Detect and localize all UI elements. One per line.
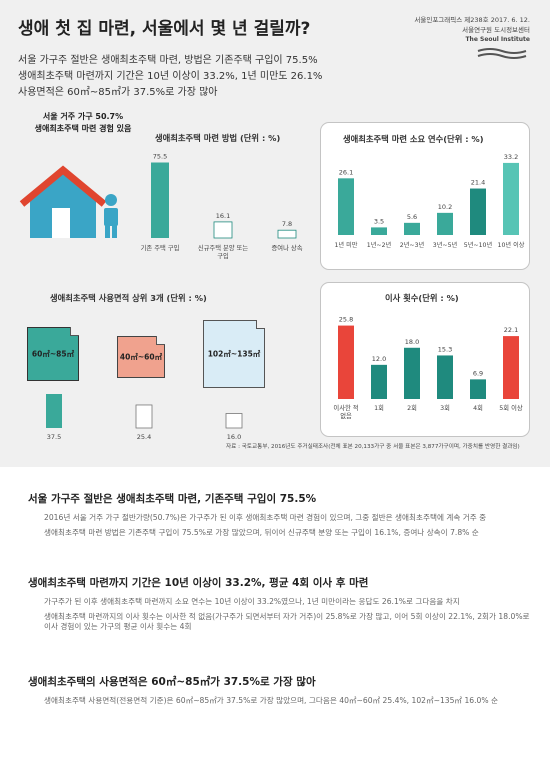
moves-category-label: 1회 bbox=[374, 404, 384, 412]
area-value-label: 37.5 bbox=[47, 433, 61, 441]
summary-paragraph: 가구주가 된 이후 생애최초주택 마련까지 소요 연수는 10년 이상이 33.… bbox=[44, 597, 460, 606]
moves-value-label: 12.0 bbox=[372, 355, 386, 363]
area-bar bbox=[225, 413, 243, 429]
moves-chart-title: 이사 횟수(단위 : %) bbox=[385, 293, 459, 303]
years-chart-panel: 생애최초주택 마련 소요 연수(단위 : %) 26.1 1년 미만 3.5 1년~2… bbox=[320, 122, 530, 270]
subtitle-line: 생애최초주택 마련까지 기간은 10년 이상이 33.2%, 1년 미만도 26… bbox=[18, 71, 323, 82]
moves-value-label: 22.1 bbox=[504, 326, 518, 334]
years-category-label: 2년~3년 bbox=[400, 241, 425, 249]
moves-bar bbox=[437, 355, 453, 399]
org-name: 서울연구원 도시정보센터 bbox=[462, 26, 530, 34]
moves-chart-panel: 이사 횟수(단위 : %) 25.8 이사한 적 없음 12.0 1회 18.0 2회 15.… bbox=[320, 282, 530, 437]
source-note: 자료 : 국토교통부, 2016년도 주거실태조사(전체 표본 20,133가구… bbox=[226, 444, 520, 450]
method-value-label: 16.1 bbox=[216, 212, 230, 220]
house-note: 서울 거주 가구 50.7% 생애최초주택 마련 경험 있음 bbox=[18, 111, 148, 135]
years-value-label: 21.4 bbox=[471, 179, 485, 187]
area-bar bbox=[46, 394, 62, 428]
moves-value-label: 18.0 bbox=[405, 338, 419, 346]
years-value-label: 5.6 bbox=[407, 213, 417, 221]
area-bar-chart: 37.5 25.4 16.0 bbox=[46, 394, 243, 441]
years-value-label: 26.1 bbox=[339, 168, 353, 176]
years-bar bbox=[404, 222, 420, 235]
moves-bar bbox=[503, 336, 519, 399]
years-bar-chart: 26.1 1년 미만 3.5 1년~2년 5.6 2년~3년 10.2 3년~5년 21.4 5년… bbox=[335, 153, 525, 249]
area-chart-title: 생애최초주택 사용면적 상위 3개 (단위 : %) bbox=[50, 293, 207, 303]
subtitle-line: 사용면적은 60㎡~85㎡가 37.5%로 가장 많아 bbox=[18, 87, 218, 98]
years-chart-title: 생애최초주택 마련 소요 연수(단위 : %) bbox=[343, 134, 484, 144]
house-note-line: 생애최초주택 마련 경험 있음 bbox=[34, 124, 132, 133]
method-category-label: 증여나 상속 bbox=[272, 243, 303, 252]
area-box-label: 40㎡~60㎡ bbox=[119, 352, 163, 362]
org-name-en: The Seoul Institute bbox=[465, 36, 530, 43]
summary-paragraph: 생애최초주택 마련 방법은 기존주택 구입이 75.5%로 가장 많았으며, 뒤… bbox=[44, 528, 479, 537]
moves-bar bbox=[404, 347, 420, 399]
years-bar bbox=[503, 162, 519, 235]
summary-heading: 서울 가구주 절반은 생애최초주택 마련, 기존주택 구입이 75.5% bbox=[28, 493, 317, 505]
area-value-label: 16.0 bbox=[227, 433, 241, 441]
method-category-label: 신규주택 분양 또는 구입 bbox=[198, 243, 249, 260]
moves-bar bbox=[338, 325, 354, 399]
method-value-label: 75.5 bbox=[153, 153, 167, 161]
house-note-line: 서울 거주 가구 50.7% bbox=[42, 112, 124, 121]
summary-section: 서울 가구주 절반은 생애최초주택 마련, 기존주택 구입이 75.5% 201… bbox=[0, 467, 550, 777]
moves-category-label: 이사한 적 없음 bbox=[333, 403, 358, 420]
years-value-label: 33.2 bbox=[504, 153, 518, 161]
method-bar-chart: 75.5 기존 주택 구입 16.1 신규주택 분양 또는 구입 7.8 증여나 상속 bbox=[141, 153, 303, 261]
area-box-40-60: 40㎡~60㎡ bbox=[117, 336, 165, 378]
page-title: 생애 첫 집 마련, 서울에서 몇 년 걸릴까? bbox=[18, 19, 311, 39]
moves-bar-chart: 25.8 이사한 적 없음 12.0 1회 18.0 2회 15.3 3회 6.9 4회 22.1 5회… bbox=[333, 316, 523, 420]
summary-block: 서울 가구주 절반은 생애최초주택 마련, 기존주택 구입이 75.5% 201… bbox=[28, 491, 534, 543]
moves-value-label: 25.8 bbox=[339, 316, 353, 324]
moves-category-label: 5회 이상 bbox=[499, 403, 523, 412]
years-category-label: 10년 이상 bbox=[498, 241, 525, 249]
years-category-label: 1년~2년 bbox=[367, 241, 392, 249]
method-category-label: 기존 주택 구입 bbox=[141, 243, 180, 252]
summary-paragraph: 생애최초주택 마련까지의 이사 횟수는 이사한 적 없음(가구주가 되면서부터 … bbox=[44, 612, 530, 631]
publication-info: 서울인포그래픽스 제238호 2017. 6. 12. 서울연구원 도시정보센터… bbox=[414, 15, 530, 45]
method-bar bbox=[151, 162, 169, 238]
method-bar bbox=[277, 229, 297, 239]
moves-category-label: 2회 bbox=[407, 404, 417, 412]
summary-block: 생애최초주택 마련까지 기간은 10년 이상이 33.2%, 평균 4회 이사 … bbox=[28, 575, 534, 637]
moves-category-label: 4회 bbox=[473, 404, 483, 412]
moves-bar bbox=[470, 379, 486, 399]
subtitle-list: 서울 가구주 절반은 생애최초주택 마련, 방법은 기존주택 구입이 75.5%… bbox=[18, 53, 322, 101]
years-value-label: 10.2 bbox=[438, 203, 452, 211]
moves-category-label: 3회 bbox=[440, 404, 450, 412]
infographic-panel: 생애 첫 집 마련, 서울에서 몇 년 걸릴까? 서울인포그래픽스 제238호 … bbox=[0, 0, 550, 467]
area-value-label: 25.4 bbox=[137, 433, 151, 441]
summary-block: 생애최초주택의 사용면적은 60㎡~85㎡가 37.5%로 가장 많아 생애최초… bbox=[28, 674, 534, 711]
years-bar bbox=[338, 178, 354, 235]
years-category-label: 3년~5년 bbox=[433, 241, 458, 249]
years-category-label: 1년 미만 bbox=[335, 241, 358, 249]
area-box-60-85: 60㎡~85㎡ bbox=[27, 327, 79, 381]
method-bar bbox=[213, 221, 233, 239]
years-bar bbox=[437, 212, 453, 235]
institute-logo-icon bbox=[477, 48, 527, 59]
years-bar bbox=[371, 227, 387, 235]
area-bar bbox=[135, 404, 153, 429]
area-box-label: 60㎡~85㎡ bbox=[31, 349, 75, 359]
area-box-label: 102㎡~135㎡ bbox=[207, 349, 261, 359]
summary-paragraph: 생애최초주택 사용면적(전용면적 기준)은 60㎡~85㎡가 37.5%로 가장… bbox=[44, 696, 498, 705]
house-icon bbox=[19, 165, 118, 238]
subtitle-line: 서울 가구주 절반은 생애최초주택 마련, 방법은 기존주택 구입이 75.5% bbox=[18, 55, 318, 66]
moves-bar bbox=[371, 364, 387, 399]
area-box-102-135: 102㎡~135㎡ bbox=[203, 320, 265, 388]
years-category-label: 5년~10년 bbox=[464, 241, 493, 249]
summary-paragraph: 2016년 서울 거주 가구 절반가량(50.7%)은 가구주가 된 이후 생애… bbox=[44, 513, 487, 522]
method-chart-title: 생애최초주택 마련 방법 (단위 : %) bbox=[155, 133, 281, 143]
moves-value-label: 6.9 bbox=[473, 369, 483, 377]
years-bar bbox=[470, 188, 486, 235]
series-number: 서울인포그래픽스 제238호 2017. 6. 12. bbox=[414, 16, 530, 24]
summary-heading: 생애최초주택의 사용면적은 60㎡~85㎡가 37.5%로 가장 많아 bbox=[28, 676, 316, 688]
summary-heading: 생애최초주택 마련까지 기간은 10년 이상이 33.2%, 평균 4회 이사 … bbox=[28, 577, 369, 589]
method-value-label: 7.8 bbox=[282, 220, 292, 228]
moves-value-label: 15.3 bbox=[438, 345, 452, 353]
years-value-label: 3.5 bbox=[374, 217, 384, 225]
